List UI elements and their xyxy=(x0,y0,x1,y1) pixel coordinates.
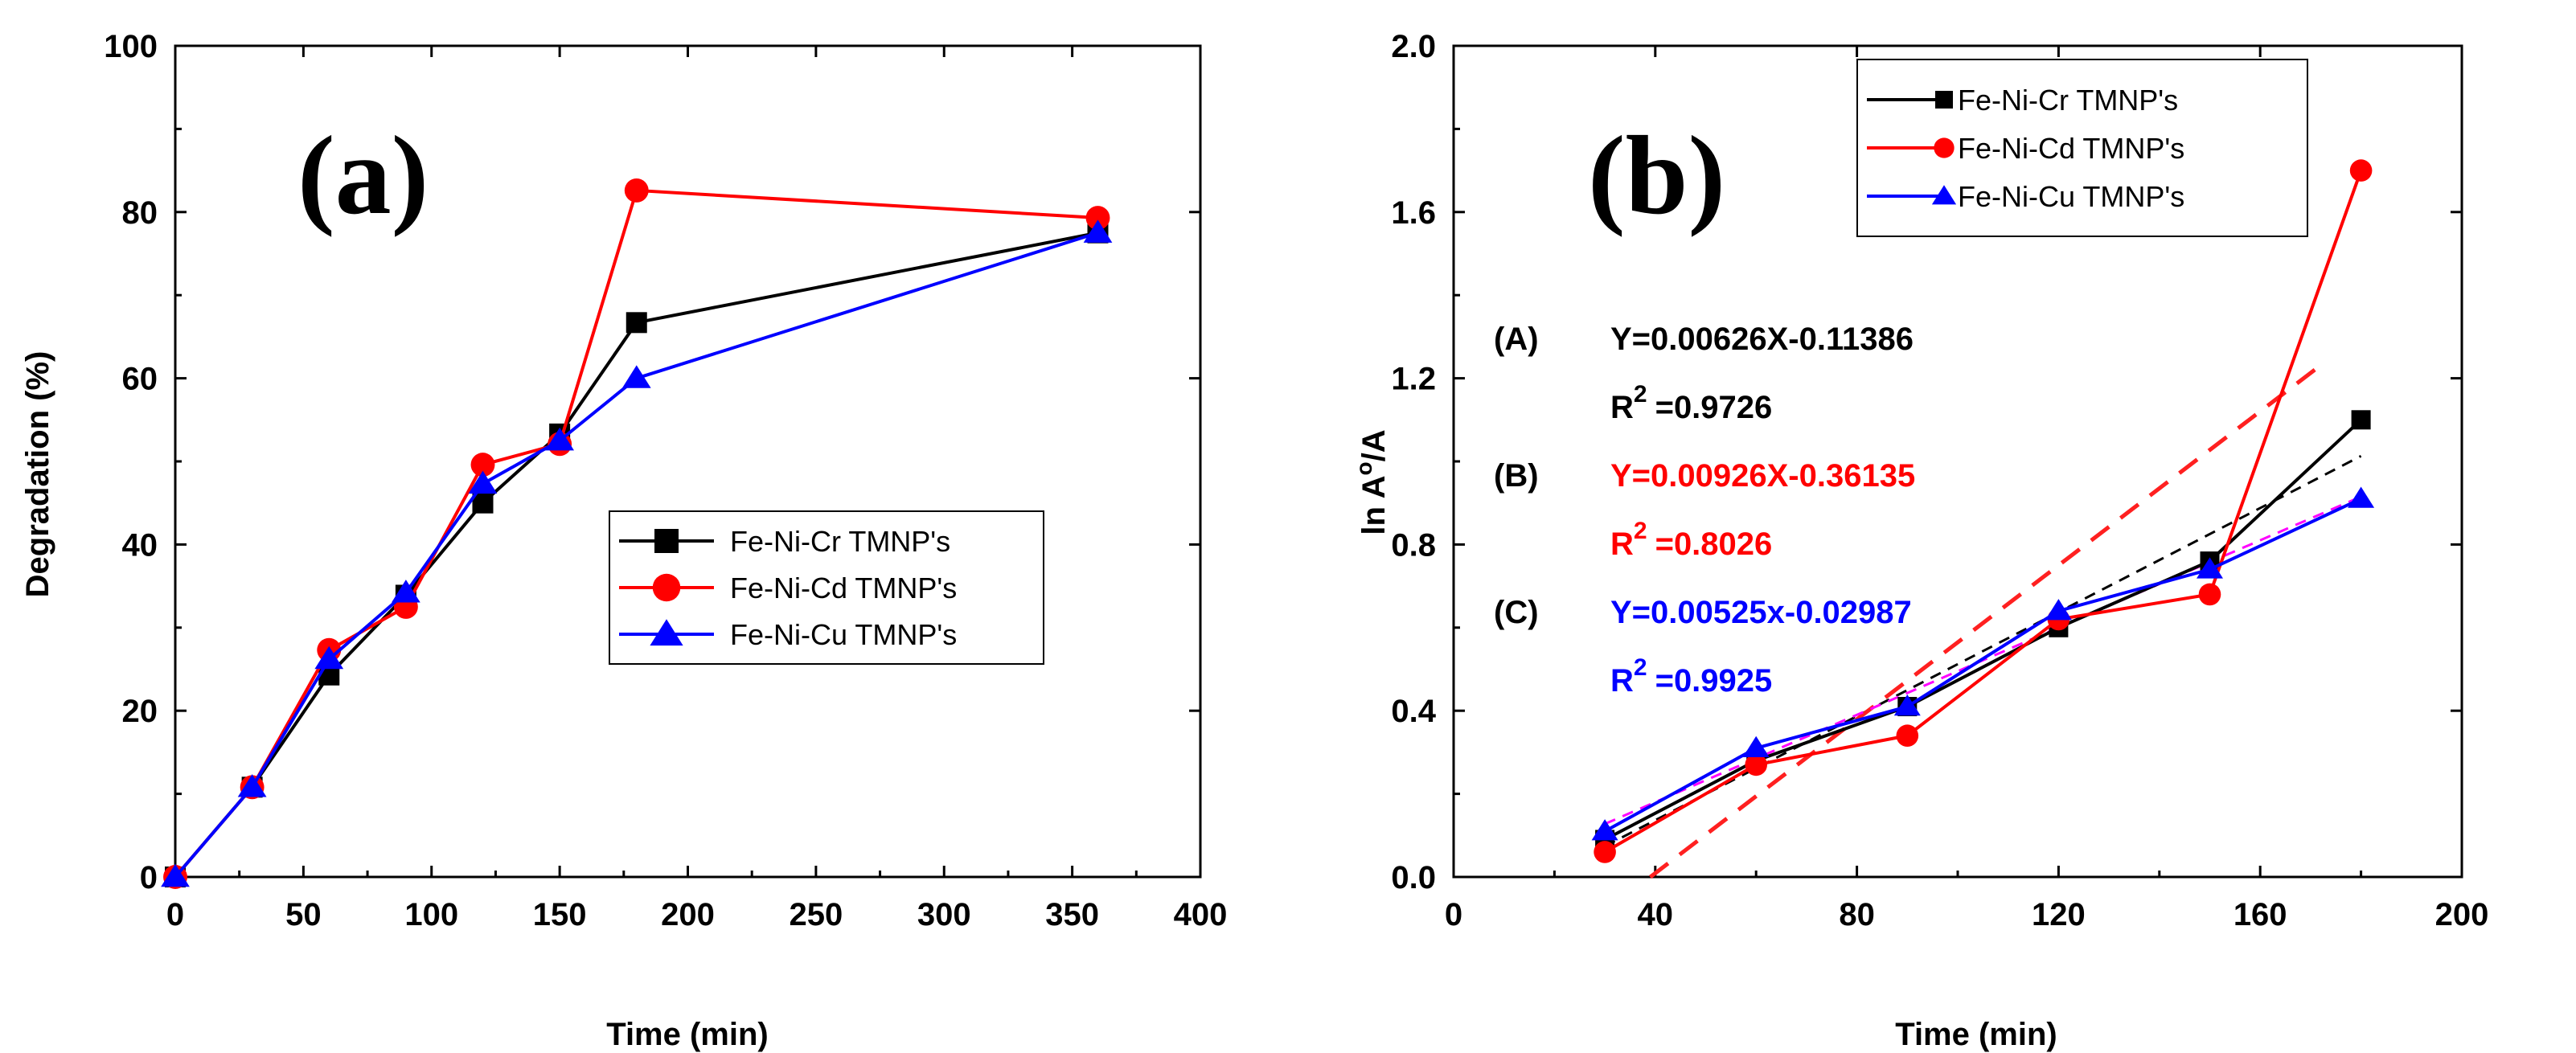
r-squared-value: =0.8026 xyxy=(1655,526,1773,562)
panel-b-series-line-0 xyxy=(1604,418,2362,842)
panel-a-x-tick-label: 350 xyxy=(1045,897,1099,932)
panel-a-y-tick-label: 0 xyxy=(140,860,158,895)
panel-b-series-1-point xyxy=(1745,753,1767,776)
panel-b-series-1-point xyxy=(2349,159,2373,182)
panel-a-series-1-point xyxy=(1085,206,1110,230)
panel-b-y-tick-label: 0.0 xyxy=(1391,860,1436,895)
legend-a-label: Fe-Ni-Cr TMNP's xyxy=(730,525,950,558)
r-squared-base: R xyxy=(1610,663,1634,699)
panel-a: (a) Time (min) Degradation (%) 0 50 100 150… xyxy=(20,29,1227,1052)
panel-a-series-2-point xyxy=(314,645,344,670)
panel-b-y-tick-label: 0.8 xyxy=(1391,527,1436,563)
legend-b-marker xyxy=(1934,137,1955,158)
panel-b-series-2-point xyxy=(2197,557,2223,579)
fit-r-squared: R2 =0.9726 xyxy=(1610,381,1772,425)
fit-label: (B) xyxy=(1494,458,1539,494)
y-label-tail: /A xyxy=(1356,429,1392,461)
panel-a-series-2-point xyxy=(621,365,651,388)
fit-equation: Y=0.00525x-0.02987 xyxy=(1610,595,1912,630)
panel-a-x-tick-label: 200 xyxy=(661,897,715,932)
r-squared-value: =0.9925 xyxy=(1655,663,1773,699)
panel-b-label: (b) xyxy=(1588,113,1725,238)
panel-a-series-2-point xyxy=(468,470,498,494)
panel-b-y-tick-label: 1.6 xyxy=(1391,195,1436,231)
panel-a-x-tick-label: 300 xyxy=(917,897,971,932)
legend-a-marker xyxy=(652,573,681,602)
legend-b-marker xyxy=(1935,91,1953,109)
fit-r-squared: R2 =0.9925 xyxy=(1610,654,1772,699)
r-squared-base: R xyxy=(1610,526,1634,562)
legend-a-label: Fe-Ni-Cd TMNP's xyxy=(730,572,957,604)
panel-b-series-0-point xyxy=(2351,410,2371,430)
panel-b-series-2-point xyxy=(2045,599,2072,621)
panel-b-x-tick-label: 40 xyxy=(1638,897,1674,932)
panel-a-x-axis-label: Time (min) xyxy=(606,1017,769,1052)
panel-a-series-line-2 xyxy=(174,231,1099,879)
panel-a-y-tick-label: 100 xyxy=(104,29,158,64)
panel-b-series-1-point xyxy=(2198,583,2221,606)
panel-b-x-tick-label: 0 xyxy=(1445,897,1462,932)
panel-b-series-2-point xyxy=(1591,819,1618,841)
fit-line-0 xyxy=(1604,454,2362,848)
panel-a-y-tick-label: 60 xyxy=(122,362,158,397)
panel-a-series-2-point xyxy=(237,774,267,797)
panel-b-series-1-point xyxy=(1896,724,1919,748)
panel-a-y-tick-label: 80 xyxy=(122,195,158,231)
legend-a-label: Fe-Ni-Cu TMNP's xyxy=(730,618,957,651)
panel-a-y-tick-label: 20 xyxy=(122,694,158,729)
panel-b-y-tick-label: 1.2 xyxy=(1391,362,1436,397)
legend-a-marker xyxy=(650,619,683,646)
r-squared-sup: 2 xyxy=(1634,654,1647,681)
fit-label: (C) xyxy=(1494,595,1539,630)
r-squared-base: R xyxy=(1610,390,1634,425)
panel-b: (b) Time (min) ln Ao/A 0 40 80 120 160 200 0.0… xyxy=(1352,29,2488,1052)
panel-b-y-axis-label: ln Ao/A xyxy=(1352,429,1392,535)
panel-b-y-tick-label: 0.4 xyxy=(1391,694,1436,729)
panel-a-series-2-point xyxy=(392,580,420,603)
r-squared-sup: 2 xyxy=(1634,518,1647,544)
panel-b-x-tick-label: 80 xyxy=(1839,897,1875,932)
panel-a-series-2-point xyxy=(545,427,574,451)
panel-b-y-tick-label: 2.0 xyxy=(1391,29,1436,64)
panel-a-x-tick-label: 100 xyxy=(404,897,458,932)
panel-a-y-axis-label: Degradation (%) xyxy=(20,351,55,598)
legend-a-marker xyxy=(654,529,679,553)
panel-a-series-1-point xyxy=(624,178,649,203)
fit-line-1 xyxy=(1649,363,2322,879)
legend-b-label: Fe-Ni-Cd TMNP's xyxy=(1958,132,2184,165)
y-label-main: ln A xyxy=(1356,476,1392,535)
panel-b-x-axis-label: Time (min) xyxy=(1895,1017,2057,1052)
panel-b-x-tick-label: 200 xyxy=(2435,897,2489,932)
panel-a-x-tick-label: 400 xyxy=(1174,897,1228,932)
panel-a-y-tick-label: 40 xyxy=(122,527,158,563)
panel-b-series-2-point xyxy=(1742,735,1770,757)
panel-b-series-2-point xyxy=(2348,486,2375,508)
fit-equation: Y=0.00626X-0.11386 xyxy=(1610,322,1914,357)
panel-a-x-tick-label: 0 xyxy=(166,897,184,932)
panel-a-series-1-point xyxy=(470,453,495,477)
panel-a-series-2-point xyxy=(161,863,190,887)
panel-b-x-tick-label: 160 xyxy=(2233,897,2287,932)
y-label-sup: o xyxy=(1352,461,1376,475)
fit-equation: Y=0.00926X-0.36135 xyxy=(1610,458,1915,494)
panel-a-series-2-point xyxy=(1083,219,1113,243)
fit-label: (A) xyxy=(1494,322,1539,357)
panel-b-series-1-point xyxy=(1594,841,1616,863)
panel-a-x-tick-label: 50 xyxy=(285,897,322,932)
panel-b-series-line-2 xyxy=(1604,497,2362,833)
panel-a-label: (a) xyxy=(297,113,429,238)
panel-a-series-0-point xyxy=(626,312,647,334)
legend-b-marker xyxy=(1931,185,1957,205)
panel-b-x-tick-label: 120 xyxy=(2032,897,2086,932)
panel-a-x-tick-label: 150 xyxy=(533,897,587,932)
r-squared-value: =0.9726 xyxy=(1655,390,1773,425)
panel-b-series-line-1 xyxy=(1604,170,2363,854)
panel-a-x-tick-label: 250 xyxy=(790,897,843,932)
legend-b-label: Fe-Ni-Cr TMNP's xyxy=(1958,84,2178,117)
fit-r-squared: R2 =0.8026 xyxy=(1610,518,1772,562)
r-squared-sup: 2 xyxy=(1634,381,1647,408)
legend-b-label: Fe-Ni-Cu TMNP's xyxy=(1958,180,2184,213)
panel-b-series-2-point xyxy=(1893,694,1921,716)
